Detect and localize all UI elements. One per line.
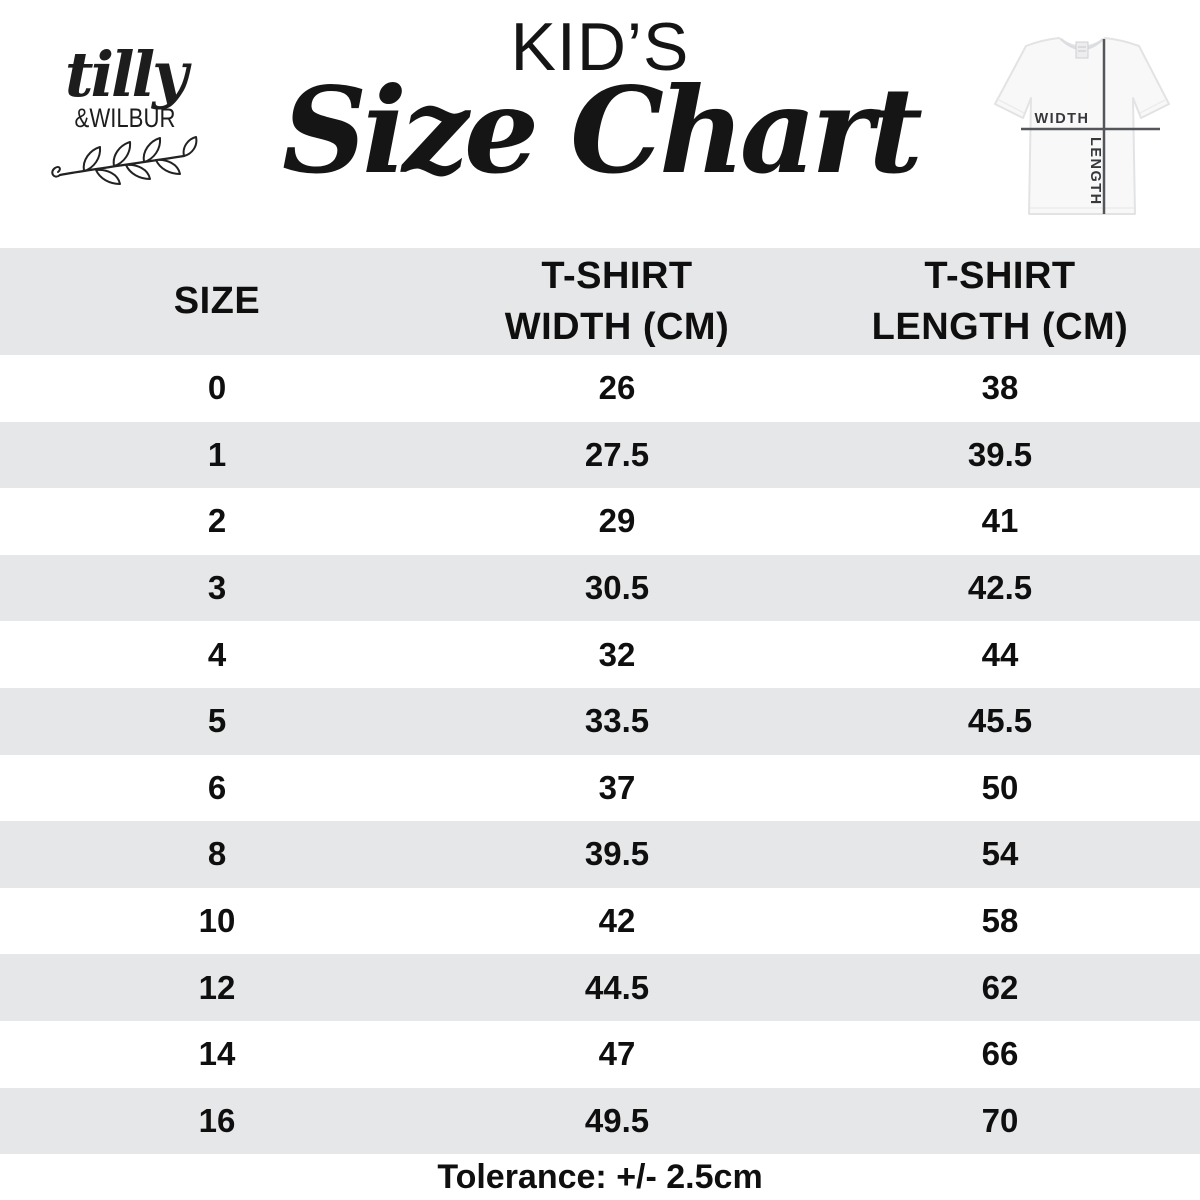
cell-width: 44.5: [584, 968, 650, 1006]
cell-length: 66: [981, 1035, 1019, 1073]
tshirt-graphic: WIDTH LENGTH: [994, 37, 1170, 215]
table-row: 4 32 44: [0, 621, 1200, 688]
header-line: LENGTH (CM): [871, 305, 1129, 348]
cell-size: 12: [198, 968, 236, 1006]
table-row: 10 42 58: [0, 887, 1200, 955]
cell-length: 38: [981, 369, 1019, 407]
length-label: LENGTH: [1087, 137, 1103, 206]
cell-length: 44: [981, 635, 1019, 673]
column-header-size: SIZE: [0, 248, 434, 355]
cell-size: 6: [207, 768, 227, 806]
cell-size: 1: [207, 435, 227, 473]
header-line: T-SHIRT: [924, 255, 1076, 298]
cell-length: 58: [981, 902, 1019, 940]
laurel-branch-icon: [40, 135, 210, 191]
column-header-length: T-SHIRT LENGTH (CM): [800, 248, 1200, 355]
cell-size: 8: [207, 835, 227, 873]
table-row: 0 26 38: [0, 355, 1200, 422]
cell-size: 16: [198, 1101, 236, 1139]
cell-width: 29: [598, 502, 636, 540]
table-row: 8 39.5 54: [0, 821, 1200, 888]
table-row: 5 33.5 45.5: [0, 687, 1200, 755]
column-header-width: T-SHIRT WIDTH (CM): [434, 248, 800, 355]
cell-size: 0: [207, 369, 227, 407]
cell-width: 27.5: [584, 435, 650, 473]
cell-length: 54: [981, 835, 1019, 873]
title-main: Size Chart: [281, 61, 923, 200]
tshirt-neck-label: [1075, 41, 1089, 59]
header-line: SIZE: [173, 280, 261, 323]
cell-length: 70: [981, 1101, 1019, 1139]
cell-width: 30.5: [584, 569, 650, 607]
cell-size: 4: [207, 635, 227, 673]
size-table: SIZE T-SHIRT WIDTH (CM) T-SHIRT LENGTH (…: [0, 248, 1200, 1155]
header-line: WIDTH (CM): [504, 305, 730, 348]
page-title: KID’S Size Chart: [0, 8, 1200, 190]
brand-logo: tilly &WILBUR: [40, 38, 210, 191]
cell-length: 41: [981, 502, 1019, 540]
header-line: T-SHIRT: [541, 255, 693, 298]
cell-size: 10: [198, 902, 236, 940]
table-body: 0 26 38 1 27.5 39.5 2 29 41 3 30.5 42.5 4 32 44 5 33.5 45…: [0, 355, 1200, 1155]
table-row: 16 49.5 70: [0, 1087, 1200, 1155]
cell-length: 42.5: [967, 569, 1033, 607]
cell-width: 33.5: [584, 702, 650, 740]
cell-size: 2: [207, 502, 227, 540]
width-label: WIDTH: [1034, 111, 1089, 127]
cell-size: 3: [207, 569, 227, 607]
tshirt-body: [994, 37, 1170, 215]
table-row: 14 47 66: [0, 1020, 1200, 1088]
tolerance-note: Tolerance: +/- 2.5cm: [437, 1158, 763, 1196]
cell-width: 26: [598, 369, 636, 407]
title-kicker: KID’S: [510, 9, 690, 85]
cell-width: 37: [598, 768, 636, 806]
cell-width: 47: [598, 1035, 636, 1073]
table-row: 6 37 50: [0, 754, 1200, 822]
cell-size: 14: [198, 1035, 236, 1073]
cell-length: 62: [981, 968, 1019, 1006]
cell-width: 39.5: [584, 835, 650, 873]
cell-width: 42: [598, 902, 636, 940]
table-row: 3 30.5 42.5: [0, 554, 1200, 622]
cell-width: 32: [598, 635, 636, 673]
cell-length: 45.5: [967, 702, 1033, 740]
table-header-row: SIZE T-SHIRT WIDTH (CM) T-SHIRT LENGTH (…: [0, 248, 1200, 355]
cell-size: 5: [207, 702, 227, 740]
table-row: 1 27.5 39.5: [0, 421, 1200, 489]
cell-length: 50: [981, 768, 1019, 806]
cell-length: 39.5: [967, 435, 1033, 473]
table-row: 2 29 41: [0, 488, 1200, 555]
table-row: 12 44.5 62: [0, 954, 1200, 1021]
brand-name-caps: &WILBUR: [74, 102, 176, 133]
cell-width: 49.5: [584, 1101, 650, 1139]
brand-name-script: tilly: [64, 38, 188, 111]
tshirt-diagram: WIDTH LENGTH: [983, 22, 1183, 227]
